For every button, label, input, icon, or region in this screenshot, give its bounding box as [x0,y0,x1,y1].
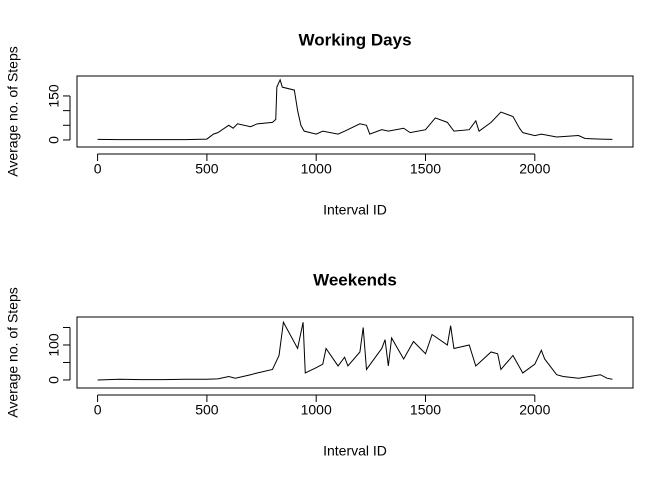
x-tick-label: 2000 [519,402,550,418]
x-axis-label: Interval ID [323,202,387,218]
y-axis-label: Average no. of Steps [5,287,21,418]
x-tick-label: 0 [94,161,102,177]
x-tick-label: 1500 [410,161,441,177]
y-tick-label: 0 [46,136,62,144]
x-tick-label: 1500 [410,402,441,418]
x-tick-label: 2000 [519,161,550,177]
data-line [97,78,613,141]
x-tick-label: 0 [94,402,102,418]
data-line [97,320,613,381]
y-tick-label: 150 [46,84,62,108]
y-tick-label: 100 [46,333,62,357]
x-tick-label: 500 [195,161,219,177]
chart-title: Weekends [313,270,397,289]
x-tick-label: 500 [195,402,219,418]
x-axis-label: Interval ID [323,443,387,459]
x-tick-label: 1000 [301,161,332,177]
plot-box [76,75,634,148]
plot-box [76,316,634,389]
y-tick-label: 0 [46,376,62,384]
y-axis-label: Average no. of Steps [5,46,21,177]
chart-title: Working Days [298,30,411,49]
x-tick-label: 1000 [301,402,332,418]
